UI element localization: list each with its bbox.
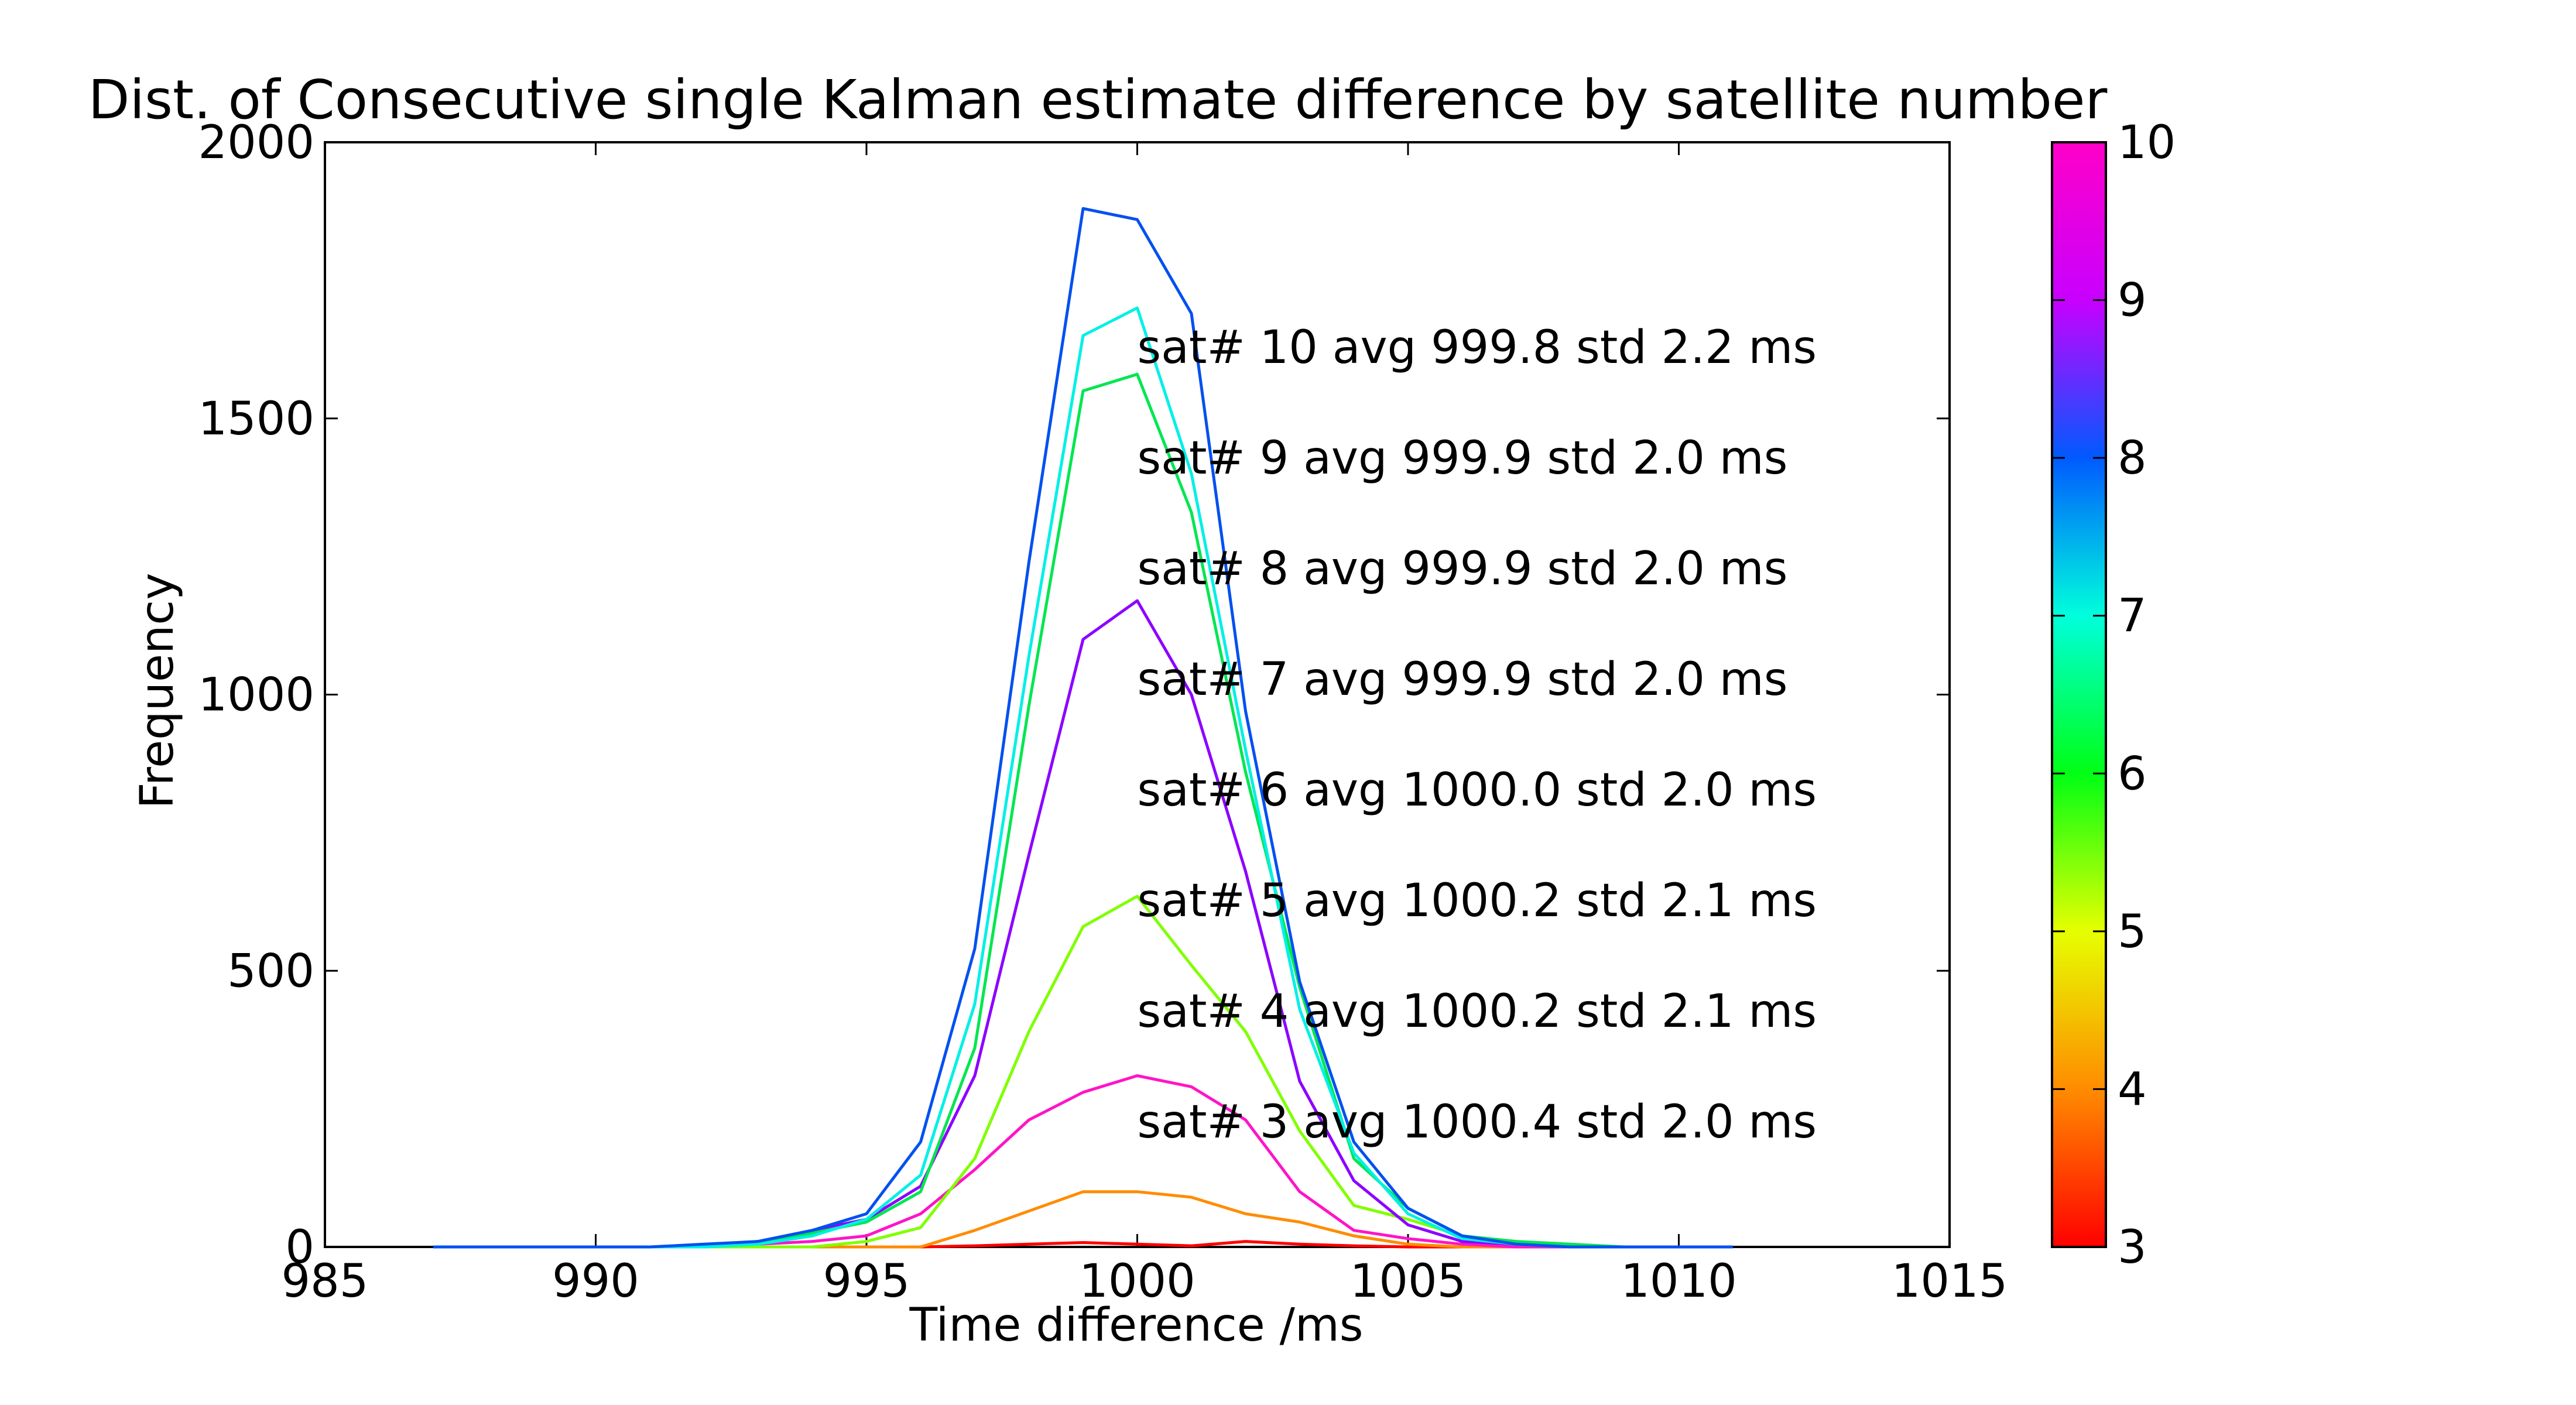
colorbar-tick-label: 10 bbox=[2118, 116, 2176, 169]
x-tick-label: 1005 bbox=[1350, 1255, 1467, 1308]
annotation-text: sat# 9 avg 999.9 std 2.0 ms bbox=[1138, 432, 1788, 485]
x-tick-label: 985 bbox=[282, 1255, 369, 1308]
x-tick-label: 990 bbox=[552, 1255, 639, 1308]
annotation-text: sat# 7 avg 999.9 std 2.0 ms bbox=[1138, 653, 1788, 706]
colorbar-gradient bbox=[2052, 142, 2106, 1247]
colorbar-tick-label: 7 bbox=[2118, 590, 2147, 643]
y-tick-label: 0 bbox=[285, 1221, 314, 1274]
colorbar-ticks: 3 4 5 6 7 8 9 10 bbox=[2052, 116, 2176, 1274]
x-tick-label: 1015 bbox=[1892, 1255, 2008, 1308]
colorbar-tick-label: 8 bbox=[2118, 432, 2147, 485]
colorbar-tick-label: 9 bbox=[2118, 275, 2147, 327]
annotation-text: sat# 4 avg 1000.2 std 2.1 ms bbox=[1138, 985, 1817, 1038]
y-tick-label: 2000 bbox=[198, 116, 314, 169]
colorbar-tick-label: 3 bbox=[2118, 1221, 2147, 1274]
annotation-text: sat# 10 avg 999.8 std 2.2 ms bbox=[1138, 321, 1817, 374]
x-tick-label: 1010 bbox=[1621, 1255, 1737, 1308]
annotation-text: sat# 6 avg 1000.0 std 2.0 ms bbox=[1138, 764, 1817, 817]
annotation-text: sat# 5 avg 1000.2 std 2.1 ms bbox=[1138, 875, 1817, 927]
series-lines bbox=[433, 207, 1733, 1249]
colorbar-tick-label: 6 bbox=[2118, 748, 2147, 800]
y-tick-label: 1000 bbox=[198, 669, 314, 722]
x-axis-label: Time difference /ms bbox=[909, 1299, 1364, 1352]
chart-title: Dist. of Consecutive single Kalman estim… bbox=[88, 68, 2108, 131]
x-tick-label: 995 bbox=[823, 1255, 910, 1308]
y-tick-label: 1500 bbox=[198, 393, 314, 446]
x-tick-label: 1000 bbox=[1079, 1255, 1195, 1308]
colorbar: 3 4 5 6 7 8 9 10 bbox=[2051, 116, 2176, 1274]
annotation-text: sat# 8 avg 999.9 std 2.0 ms bbox=[1138, 543, 1788, 595]
plot-area: 985 990 995 1000 1005 1010 1015 0 500 1000 1500 200… bbox=[198, 116, 2008, 1308]
colorbar-tick-label: 4 bbox=[2118, 1063, 2147, 1116]
y-tick-label: 500 bbox=[227, 945, 314, 998]
colorbar-frame bbox=[2051, 141, 2107, 1248]
y-axis-label: Frequency bbox=[131, 573, 184, 809]
series-line-sat-10 bbox=[433, 207, 1733, 1249]
axis-ticks: 985 990 995 1000 1005 1010 1015 0 500 1000 1500 200… bbox=[198, 116, 2008, 1308]
colorbar-tick-label: 5 bbox=[2118, 906, 2147, 958]
annotation-text: sat# 3 avg 1000.4 std 2.0 ms bbox=[1138, 1096, 1817, 1149]
annotations: sat# 10 avg 999.8 std 2.2 ms sat# 9 avg 9… bbox=[1138, 321, 1817, 1149]
